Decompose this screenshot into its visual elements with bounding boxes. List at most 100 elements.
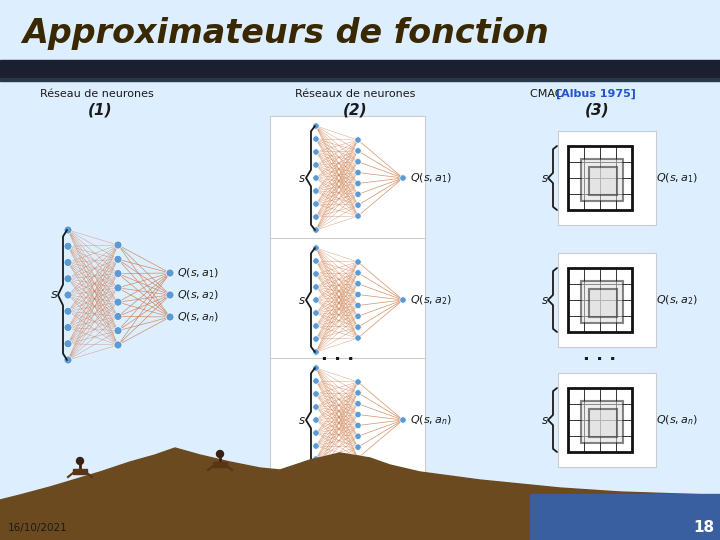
Circle shape: [312, 417, 319, 423]
Circle shape: [114, 298, 122, 306]
Text: $Q(s,a_n)$: $Q(s,a_n)$: [177, 310, 219, 324]
Circle shape: [312, 271, 319, 277]
Text: $Q(s,a_1)$: $Q(s,a_1)$: [177, 266, 219, 280]
Circle shape: [355, 137, 361, 143]
Text: s: s: [542, 172, 548, 185]
Bar: [568, 268, 632, 332]
Circle shape: [400, 297, 406, 303]
Bar: [568, 388, 632, 452]
Circle shape: [114, 241, 122, 249]
Bar: [558, 373, 656, 467]
Circle shape: [166, 291, 174, 299]
Circle shape: [355, 433, 361, 440]
Circle shape: [312, 443, 319, 449]
Circle shape: [64, 226, 72, 234]
Circle shape: [217, 450, 223, 457]
Circle shape: [355, 379, 361, 385]
Circle shape: [114, 327, 122, 335]
Text: $Q(s,a_1)$: $Q(s,a_1)$: [656, 171, 698, 185]
Circle shape: [312, 336, 319, 342]
Circle shape: [355, 324, 361, 330]
Text: · · ·: · · ·: [583, 351, 616, 369]
Text: s: s: [299, 414, 305, 427]
Circle shape: [76, 457, 84, 464]
Circle shape: [166, 269, 174, 277]
Circle shape: [400, 175, 406, 181]
Bar: [0, 78, 720, 81]
Circle shape: [114, 269, 122, 278]
Circle shape: [355, 213, 361, 219]
Circle shape: [355, 302, 361, 309]
Bar: [530, 494, 720, 540]
Circle shape: [312, 227, 319, 233]
Bar: [581, 159, 623, 200]
Circle shape: [355, 292, 361, 298]
Bar: [581, 401, 623, 443]
Circle shape: [355, 280, 361, 287]
Circle shape: [312, 245, 319, 251]
Circle shape: [355, 147, 361, 154]
Polygon shape: [0, 448, 720, 540]
Text: $Q(s,a_2)$: $Q(s,a_2)$: [410, 293, 452, 307]
Bar: [568, 388, 632, 452]
Text: Réseau de neurones: Réseau de neurones: [40, 89, 154, 99]
Text: (2): (2): [343, 103, 367, 118]
Circle shape: [355, 401, 361, 407]
Text: $Q(s,a_n)$: $Q(s,a_n)$: [656, 413, 698, 427]
Circle shape: [64, 291, 72, 299]
Text: (3): (3): [585, 103, 609, 118]
Bar: [568, 146, 632, 210]
Circle shape: [312, 430, 319, 436]
Circle shape: [355, 390, 361, 396]
Circle shape: [312, 201, 319, 207]
Text: 16/10/2021: 16/10/2021: [8, 523, 68, 533]
Circle shape: [355, 202, 361, 208]
Circle shape: [312, 391, 319, 397]
Circle shape: [114, 284, 122, 292]
Circle shape: [355, 444, 361, 450]
Circle shape: [355, 259, 361, 265]
Circle shape: [312, 378, 319, 384]
Text: $Q(s,a_2)$: $Q(s,a_2)$: [656, 293, 698, 307]
Bar: [213, 462, 227, 467]
Text: Approximateurs de fonction: Approximateurs de fonction: [22, 17, 549, 51]
Circle shape: [312, 175, 319, 181]
Circle shape: [355, 411, 361, 418]
Text: (1): (1): [88, 103, 112, 118]
Text: s: s: [542, 414, 548, 427]
Bar: [589, 409, 618, 437]
Text: 18: 18: [693, 521, 714, 536]
Bar: [270, 116, 425, 240]
Bar: [589, 288, 618, 318]
Circle shape: [64, 259, 72, 267]
Bar: [558, 253, 656, 347]
Circle shape: [355, 422, 361, 429]
Text: s: s: [50, 288, 58, 301]
Circle shape: [114, 313, 122, 320]
Text: Réseaux de neurones: Réseaux de neurones: [294, 89, 415, 99]
Circle shape: [64, 323, 72, 332]
Circle shape: [355, 170, 361, 176]
Circle shape: [114, 255, 122, 264]
Bar: [589, 167, 618, 195]
Text: $Q(s,a_2)$: $Q(s,a_2)$: [177, 288, 219, 302]
Circle shape: [355, 191, 361, 198]
Bar: [270, 358, 425, 482]
Text: CMAC: CMAC: [530, 89, 566, 99]
Bar: [0, 60, 720, 78]
Bar: [558, 131, 656, 225]
Bar: [73, 469, 87, 474]
Circle shape: [114, 341, 122, 349]
Circle shape: [400, 417, 406, 423]
Circle shape: [64, 242, 72, 250]
Circle shape: [312, 297, 319, 303]
Circle shape: [355, 180, 361, 187]
Circle shape: [64, 340, 72, 348]
Bar: [568, 146, 632, 210]
Text: s: s: [542, 294, 548, 307]
Circle shape: [64, 356, 72, 364]
Circle shape: [355, 159, 361, 165]
Circle shape: [312, 284, 319, 290]
Bar: [568, 268, 632, 332]
Circle shape: [312, 214, 319, 220]
